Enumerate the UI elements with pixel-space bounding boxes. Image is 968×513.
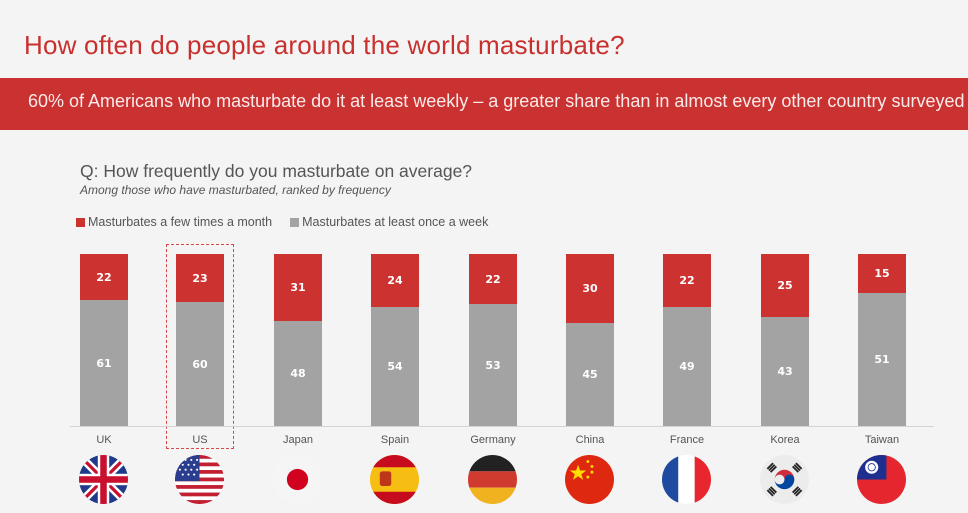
bar-segment-weekly: 61	[80, 300, 128, 426]
bar-segment-weekly: 48	[274, 321, 322, 426]
bar-segment-monthly: 23	[176, 254, 224, 302]
x-axis-label: Japan	[283, 434, 313, 446]
germany-flag-icon	[468, 455, 517, 504]
legend-label: Masturbates at least once a week	[302, 215, 489, 229]
bar-segment-monthly: 15	[858, 254, 906, 293]
x-axis-label: Germany	[470, 434, 516, 446]
x-axis-label: Korea	[770, 434, 800, 446]
headline-banner: 60% of Americans who masturbate do it at…	[0, 78, 968, 130]
bar-segment-weekly: 60	[176, 302, 224, 426]
us-highlight-box	[166, 244, 234, 449]
bar-france: 22 49	[663, 254, 711, 426]
bar-segment-monthly: 31	[274, 254, 322, 321]
x-axis-label: France	[669, 434, 705, 446]
france-flag-icon	[662, 455, 711, 504]
bar-china: 30 45	[566, 254, 614, 426]
bar-segment-monthly: 22	[469, 254, 517, 304]
uk-flag-icon	[79, 455, 128, 504]
headline-text: 60% of Americans who masturbate do it at…	[28, 91, 965, 111]
spain-flag-icon	[370, 455, 419, 504]
chart-subtitle: Among those who have masturbated, ranked…	[80, 183, 391, 197]
legend-swatch-gray	[290, 217, 300, 227]
legend-label: Masturbates a few times a month	[88, 215, 273, 229]
bar-segment-weekly: 51	[858, 293, 906, 426]
x-axis-label: UK	[96, 434, 112, 446]
us-flag-icon	[175, 455, 224, 504]
legend-item-weekly: Masturbates at least once a week	[290, 215, 488, 229]
bar-segment-monthly: 25	[761, 254, 809, 317]
china-flag-icon	[565, 455, 614, 504]
x-axis-label: US	[192, 434, 208, 446]
bar-taiwan: 15 51	[858, 254, 906, 426]
bar-germany: 22 53	[469, 254, 517, 426]
taiwan-flag-icon	[857, 455, 906, 504]
bar-segment-weekly: 43	[761, 317, 809, 426]
page-title: How often do people around the world mas…	[24, 30, 625, 60]
japan-flag-icon	[273, 455, 322, 504]
bar-spain: 24 54	[371, 254, 419, 426]
bar-segment-weekly: 53	[469, 304, 517, 426]
bar-segment-weekly: 45	[566, 323, 614, 426]
bar-uk: 22 61	[80, 254, 128, 426]
x-axis-label: China	[575, 434, 605, 446]
chart-legend: Masturbates a few times a month Masturba…	[76, 215, 488, 229]
x-axis-label: Taiwan	[864, 434, 900, 446]
chart-title: Q: How frequently do you masturbate on a…	[80, 161, 473, 181]
bar-us: 23 60	[176, 254, 224, 426]
bar-segment-weekly: 54	[371, 307, 419, 426]
korea-flag-icon	[760, 455, 809, 504]
x-axis-baseline	[70, 426, 934, 427]
legend-swatch-red	[76, 217, 85, 227]
bar-segment-monthly: 22	[80, 254, 128, 300]
bar-segment-monthly: 30	[566, 254, 614, 323]
bar-segment-weekly: 49	[663, 307, 711, 426]
bar-segment-monthly: 24	[371, 254, 419, 307]
bar-korea: 25 43	[761, 254, 809, 426]
bar-japan: 31 48	[274, 254, 322, 426]
x-axis-label: Spain	[380, 434, 410, 446]
bar-segment-monthly: 22	[663, 254, 711, 307]
legend-item-monthly: Masturbates a few times a month	[76, 215, 272, 229]
